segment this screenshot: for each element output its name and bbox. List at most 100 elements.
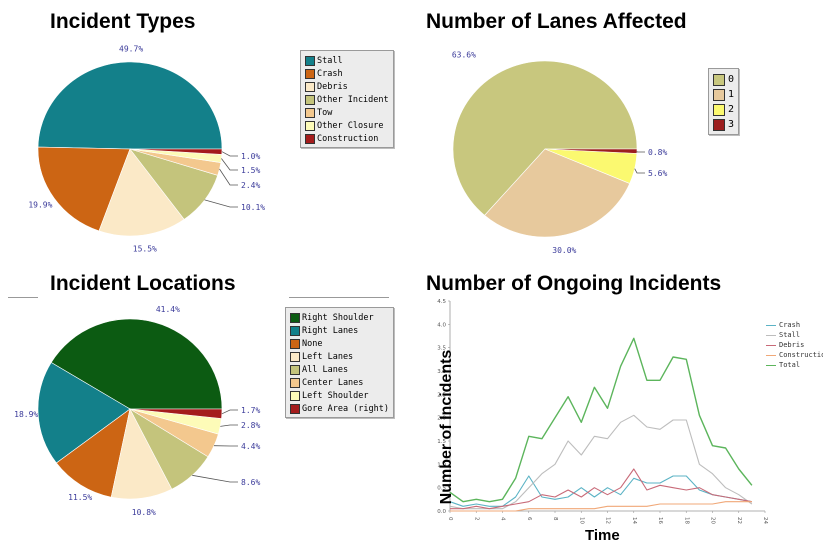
pie-slice-right-shoulder [50,318,223,410]
y-tick-label: 0.0 [437,509,446,515]
pie-data-label: 19.9% [28,201,52,210]
series-line-construction [450,501,752,512]
legend-swatch [305,107,315,118]
legend-label: Other Incident [317,94,389,105]
legend-line-swatch [766,344,776,346]
pie-data-label: 15.5% [133,244,157,253]
pie-leader-line [192,474,238,483]
legend-label: Construction [317,133,379,144]
legend-line-swatch [766,324,776,326]
legend-item: Center Lanes [290,376,389,389]
legend-swatch [713,88,725,101]
pie-data-label: 10.8% [132,508,156,517]
pie-data-label: 18.9% [14,410,38,419]
x-tick-label: 24 [762,517,768,524]
pie-leader-line [219,168,238,186]
pie-data-label: 10.1% [241,203,265,212]
x-axis-title: Time [585,527,620,544]
pie-data-label: 1.7% [241,406,260,415]
legend-label: Tow [317,107,333,118]
incident-types-title: Incident Types [50,10,196,33]
x-tick-label: 20 [710,517,716,524]
incident-locations-legend: Right Shoulder Right Lanes None Left Lanes A… [285,307,394,418]
lanes-affected-title: Number of Lanes Affected [426,10,687,33]
legend-label: Stall [317,55,343,66]
y-tick-label: 3.0 [437,369,446,375]
x-tick-label: 18 [683,517,689,524]
lanes-affected-legend: 0 1 2 3 [708,68,740,135]
legend-label: Construction [779,351,823,359]
ongoing-incidents-legend: Crash Stall Debris Construction Total [766,320,823,370]
legend-line-swatch [766,354,776,356]
legend-label: Right Shoulder [302,312,374,323]
pie-leader-line [221,409,238,415]
x-tick-label: 16 [657,517,663,524]
legend-item: Left Shoulder [290,389,389,402]
legend-label: Crash [317,68,343,79]
legend-item: 2 [713,102,734,117]
legend-label: Gore Area (right) [302,403,389,414]
legend-line-swatch [766,334,776,336]
incident-locations-title: Incident Locations [50,272,236,295]
pie-slice-debris [98,148,185,237]
legend-item: Crash [305,67,389,80]
legend-label: Debris [317,81,348,92]
panel-divider [8,297,38,298]
pie-slice-gore-area-right- [129,408,223,419]
legend-item: All Lanes [290,363,389,376]
pie-data-label: 4.4% [241,442,260,451]
legend-item: Crash [766,320,823,330]
y-tick-label: 4.0 [437,322,446,328]
x-tick-label: 8 [552,517,558,521]
pie-slice-crash [37,146,131,232]
x-tick-label: 4 [500,517,506,521]
legend-item: Right Shoulder [290,311,389,324]
legend-item: Right Lanes [290,324,389,337]
pie-leader-line [204,199,238,208]
series-line-stall [449,414,753,510]
legend-swatch [290,390,300,401]
y-tick-label: 1.5 [437,439,446,445]
legend-label: Right Lanes [302,325,359,336]
pie-slice-none [55,408,131,498]
x-tick-label: 2 [473,517,479,521]
legend-label: Stall [779,331,801,339]
legend-label: 2 [728,104,735,115]
pie-data-label: 63.6% [452,51,476,60]
pie-data-label: 1.0% [241,152,260,161]
y-tick-label: 2.0 [437,416,446,422]
legend-label: Total [779,361,801,369]
pie-data-label: 5.6% [648,169,667,178]
legend-swatch [290,364,300,375]
legend-line-swatch [766,364,776,366]
legend-label: 1 [728,89,735,100]
legend-swatch [305,133,315,144]
legend-item: Stall [305,54,389,67]
pie-data-label: 2.4% [241,181,260,190]
x-tick-label: 14 [631,517,637,524]
legend-item: 3 [713,117,734,132]
pie-data-label: 1.5% [241,166,260,175]
pie-leader-line [634,168,645,174]
pie-data-label: 30.0% [552,246,576,255]
pie-data-label: 41.4% [156,305,180,314]
pie-data-label: 8.6% [241,478,260,487]
legend-swatch [305,55,315,66]
legend-label: Center Lanes [302,377,364,388]
legend-item: Total [766,360,823,370]
legend-swatch [290,377,300,388]
x-tick-label: 10 [578,517,584,524]
legend-item: Gore Area (right) [290,402,389,415]
legend-item: 0 [713,72,734,87]
x-tick-label: 0 [447,517,453,521]
y-axis-title: Number of Incidents [438,349,455,505]
legend-swatch [305,68,315,79]
legend-label: 3 [728,119,735,130]
pie-slice-right-lanes [37,362,131,464]
legend-swatch [290,312,300,323]
panel-divider [289,297,389,298]
pie-data-label: 49.7% [119,45,143,54]
